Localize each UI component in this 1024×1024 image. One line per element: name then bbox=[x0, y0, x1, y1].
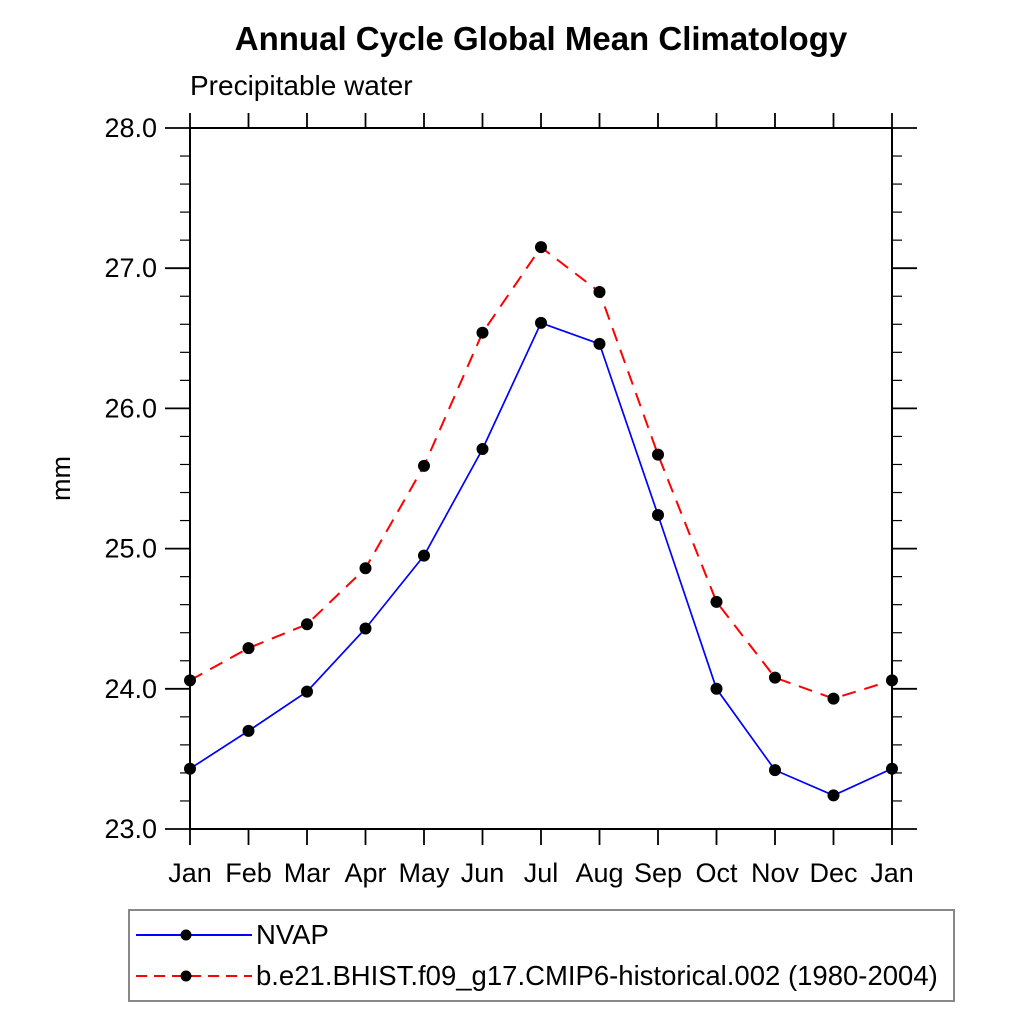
legend: NVAP b.e21.BHIST.f09_g17.CMIP6-historica… bbox=[128, 909, 955, 1002]
data-point-marker bbox=[593, 337, 606, 350]
y-tick-label: 23.0 bbox=[104, 814, 157, 844]
y-tick-label: 24.0 bbox=[104, 674, 157, 704]
y-axis-label: mm bbox=[46, 456, 76, 501]
data-point-marker bbox=[184, 762, 196, 775]
data-point-marker bbox=[301, 685, 313, 698]
y-tick-label: 28.0 bbox=[104, 113, 157, 143]
data-point-marker bbox=[476, 443, 489, 456]
x-tick-label: May bbox=[398, 858, 450, 888]
data-point-marker bbox=[301, 618, 313, 631]
legend-line-sample bbox=[136, 929, 252, 941]
data-point-marker bbox=[827, 789, 840, 802]
y-tick-label: 25.0 bbox=[104, 534, 157, 564]
data-point-marker bbox=[184, 674, 196, 687]
data-point-marker bbox=[242, 724, 255, 737]
axis-frame bbox=[189, 127, 893, 830]
x-tick-label: Jul bbox=[524, 858, 559, 888]
legend-label: NVAP bbox=[256, 919, 329, 950]
x-tick-label: Oct bbox=[695, 858, 738, 888]
data-point-marker bbox=[593, 286, 606, 299]
y-tick-label: 26.0 bbox=[104, 393, 157, 423]
data-point-marker bbox=[769, 764, 781, 777]
data-point-marker bbox=[359, 622, 372, 635]
data-point-marker bbox=[242, 642, 255, 655]
data-point-marker bbox=[418, 459, 430, 472]
data-point-marker bbox=[886, 674, 898, 687]
x-tick-label: Apr bbox=[344, 858, 386, 888]
x-tick-label: Mar bbox=[284, 858, 331, 888]
data-point-marker bbox=[827, 692, 840, 705]
legend-line-sample bbox=[136, 970, 252, 982]
data-point-marker bbox=[535, 316, 547, 329]
series-line-1 bbox=[189, 245, 893, 700]
x-tick-label: Jun bbox=[461, 858, 505, 888]
data-point-marker bbox=[359, 562, 372, 575]
data-point-marker bbox=[652, 508, 664, 521]
legend-item: NVAP bbox=[134, 917, 953, 953]
data-point-marker bbox=[710, 595, 723, 608]
x-tick-label: Aug bbox=[575, 858, 623, 888]
legend-label: b.e21.BHIST.f09_g17.CMIP6-historical.002… bbox=[256, 960, 938, 991]
x-tick-label: Sep bbox=[634, 858, 682, 888]
x-tick-label: Feb bbox=[225, 858, 272, 888]
legend-sample-marker-1 bbox=[180, 970, 192, 982]
legend-sample-marker-0 bbox=[180, 929, 192, 941]
x-tick-label: Nov bbox=[751, 858, 800, 888]
x-tick-label: Jan bbox=[168, 858, 212, 888]
data-point-marker bbox=[710, 682, 723, 695]
chart-title: Annual Cycle Global Mean Climatology bbox=[234, 20, 848, 57]
x-tick-label: Jan bbox=[870, 858, 914, 888]
data-point-marker bbox=[476, 326, 489, 339]
series-line-0 bbox=[189, 321, 893, 797]
data-point-marker bbox=[886, 762, 898, 775]
data-point-marker bbox=[535, 241, 547, 254]
data-point-marker bbox=[418, 549, 430, 562]
data-point-marker bbox=[769, 671, 781, 684]
data-point-marker bbox=[652, 448, 664, 461]
x-tick-label: Dec bbox=[809, 858, 857, 888]
y-tick-label: 27.0 bbox=[104, 253, 157, 283]
chart-subtitle: Precipitable water bbox=[190, 70, 413, 101]
legend-item: b.e21.BHIST.f09_g17.CMIP6-historical.002… bbox=[134, 958, 953, 994]
